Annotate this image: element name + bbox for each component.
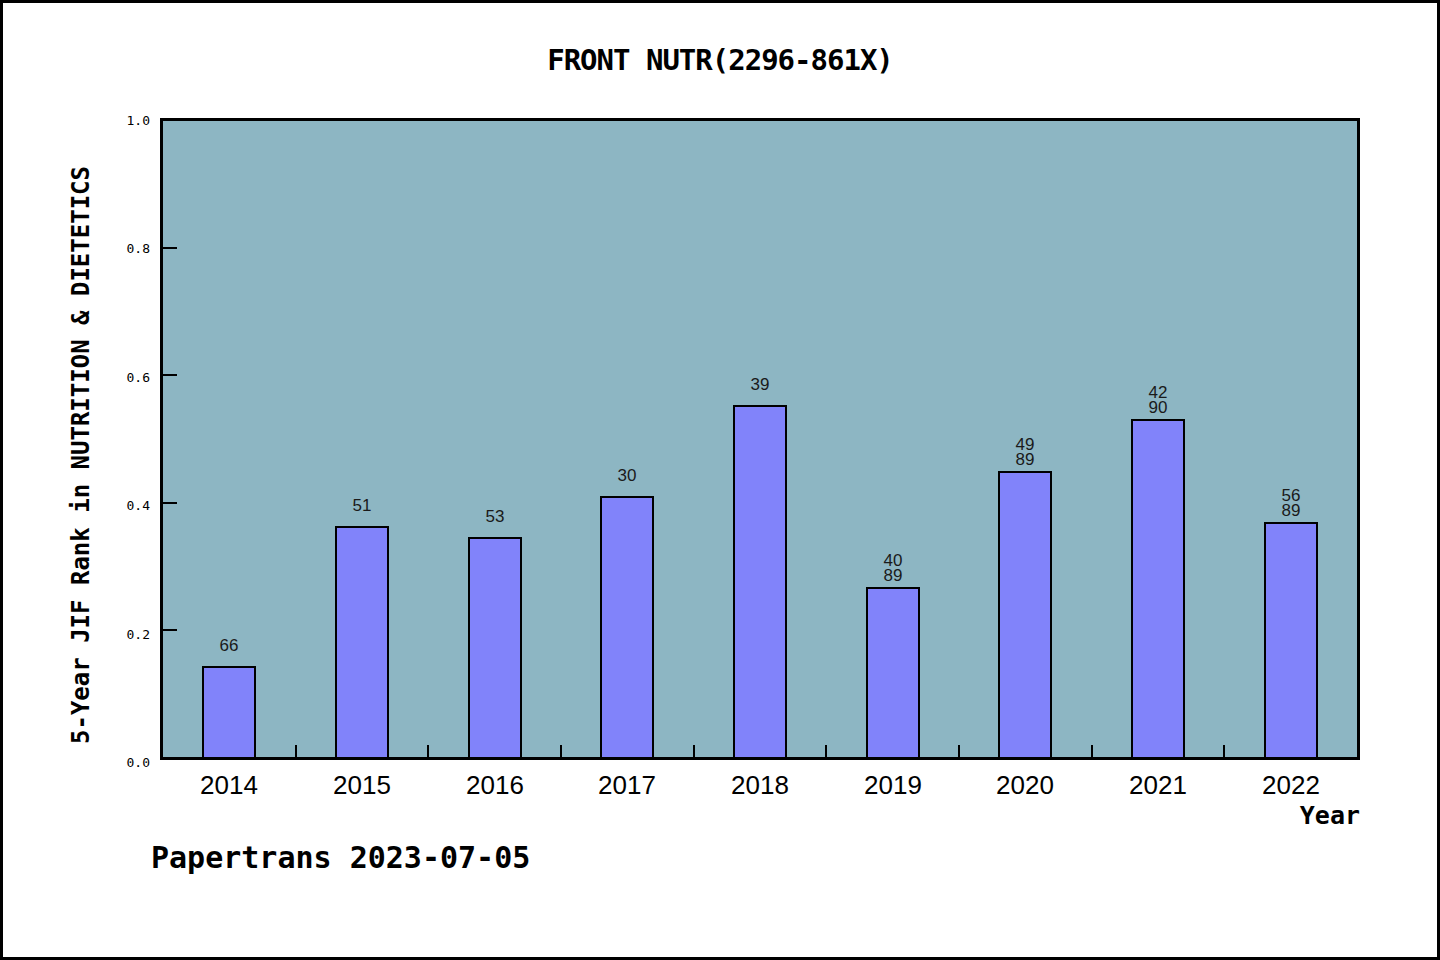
chart-title: FRONT NUTR(2296-861X) [3,43,1437,77]
x-axis-tick [958,745,960,757]
bar-2020 [998,471,1052,757]
bar-value-label-2020: 4989 [980,437,1070,467]
x-tick-label-2021: 2021 [1092,770,1224,801]
x-tick-label-2022: 2022 [1225,770,1357,801]
x-tick-label-2016: 2016 [429,770,561,801]
y-axis-tick [163,374,177,376]
x-axis-tick [1091,745,1093,757]
y-tick-label-0.4: 0.4 [3,497,150,515]
bar-2019 [866,587,920,757]
bar-value-label-2019: 4089 [848,553,938,583]
x-axis-tick [295,745,297,757]
bar-2014 [202,666,256,757]
bar-2015 [335,526,389,757]
x-axis-tick [693,745,695,757]
bar-value-label-2016: 53 [450,509,540,524]
x-tick-label-2018: 2018 [694,770,826,801]
bar-2016 [468,537,522,757]
bar-value-label-2018: 39 [715,377,805,392]
x-axis-tick [825,745,827,757]
y-tick-label-0.8: 0.8 [3,240,150,258]
plot-area: 66 51 53 30 39 4089 4989 4290 5689 [160,118,1360,760]
footer-watermark: Papertrans 2023-07-05 [151,840,530,875]
x-axis-tick [427,745,429,757]
bar-value-label-2017: 30 [582,468,672,483]
x-axis-tick [560,745,562,757]
x-axis-label: Year [160,801,1360,830]
y-tick-label-1.0: 1.0 [3,112,150,130]
x-tick-labels: 201420152016201720182019202020212022 [163,770,1357,800]
bar-value-label-2022: 5689 [1246,488,1336,518]
x-axis-tick [1223,745,1225,757]
x-tick-label-2015: 2015 [296,770,428,801]
bar-value-label-2014: 66 [184,638,274,653]
y-tick-label-0.0: 0.0 [3,754,150,772]
plot-inner: 66 51 53 30 39 4089 4989 4290 5689 [163,121,1357,757]
y-axis-tick [163,502,177,504]
x-tick-label-2017: 2017 [561,770,693,801]
y-axis-tick [163,247,177,249]
bar-2021 [1131,419,1185,757]
y-tick-label-0.6: 0.6 [3,369,150,387]
chart-canvas: FRONT NUTR(2296-861X) 5-Year JIF Rank in… [0,0,1440,960]
y-axis-tick [163,629,177,631]
bar-2017 [600,496,654,757]
bar-2018 [733,405,787,757]
bar-value-label-2021: 4290 [1113,385,1203,415]
x-tick-label-2020: 2020 [959,770,1091,801]
y-tick-label-0.2: 0.2 [3,626,150,644]
bar-value-label-2015: 51 [317,498,407,513]
x-tick-label-2019: 2019 [827,770,959,801]
x-tick-label-2014: 2014 [163,770,295,801]
bar-2022 [1264,522,1318,757]
